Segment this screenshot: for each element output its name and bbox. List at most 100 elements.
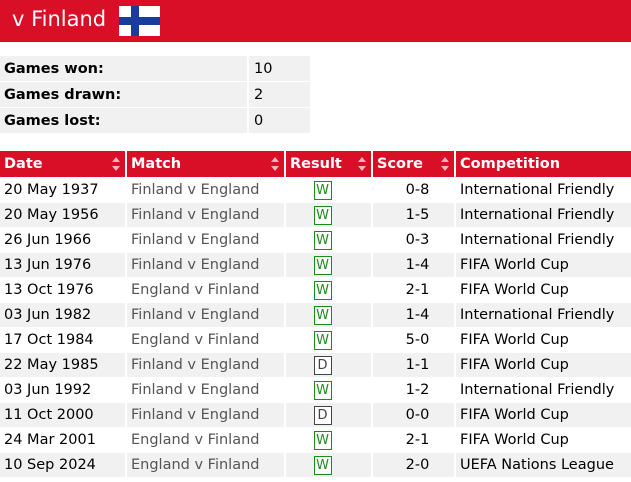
date-cell: 03 Jun 1982 xyxy=(0,302,127,328)
column-label: Result xyxy=(290,156,342,172)
match-cell: Finland v England xyxy=(126,302,286,328)
competition-cell: International Friendly xyxy=(455,302,631,328)
result-badge: W xyxy=(313,180,332,200)
date-cell: 13 Oct 1976 xyxy=(0,277,127,303)
competition-cell: International Friendly xyxy=(455,177,631,203)
date-cell: 24 Mar 2001 xyxy=(0,427,127,453)
record-summary: Games won: 10 Games drawn: 2 Games lost: 0 xyxy=(0,56,310,133)
date-cell: 17 Oct 1984 xyxy=(0,327,127,353)
column-header-date[interactable]: Date xyxy=(0,151,127,178)
match-cell: Finland v England xyxy=(126,377,286,403)
result-cell: W xyxy=(285,427,373,453)
table-header-row: Date Match Result Score Competition xyxy=(0,151,631,178)
table-row: 03 Jun 1992 Finland v England W 1-2 Internat… xyxy=(0,377,631,403)
column-header-competition[interactable]: Competition xyxy=(455,151,631,178)
competition-cell: FIFA World Cup xyxy=(455,402,631,428)
column-label: Competition xyxy=(460,156,561,172)
result-badge: W xyxy=(313,330,332,350)
result-cell: W xyxy=(285,327,373,353)
column-label: Date xyxy=(4,156,43,172)
table-row: 13 Jun 1976 Finland v England W 1-4 FIFA Wor… xyxy=(0,252,631,278)
match-cell: Finland v England xyxy=(126,352,286,378)
summary-row: Games drawn: 2 xyxy=(0,81,310,107)
result-badge: W xyxy=(313,205,332,225)
result-cell: W xyxy=(285,227,373,253)
result-cell: W xyxy=(285,177,373,203)
score-cell: 2-1 xyxy=(372,277,456,303)
summary-label: Games won: xyxy=(0,56,247,81)
competition-cell: International Friendly xyxy=(455,377,631,403)
summary-value: 0 xyxy=(247,107,310,133)
score-cell: 2-0 xyxy=(372,452,456,477)
table-row: 10 Sep 2024 England v Finland W 2-0 UEFA Nat… xyxy=(0,452,631,477)
sort-icon[interactable] xyxy=(441,157,449,171)
page-title: v Finland xyxy=(12,7,107,31)
result-cell: W xyxy=(285,302,373,328)
result-badge: D xyxy=(313,405,332,425)
table-row: 13 Oct 1976 England v Finland W 2-1 FIFA Wor… xyxy=(0,277,631,303)
score-cell: 1-4 xyxy=(372,252,456,278)
competition-cell: International Friendly xyxy=(455,227,631,253)
result-badge: W xyxy=(313,455,332,475)
score-cell: 2-1 xyxy=(372,427,456,453)
date-cell: 26 Jun 1966 xyxy=(0,227,127,253)
table-row: 22 May 1985 Finland v England D 1-1 FIFA Wor… xyxy=(0,352,631,378)
column-header-score[interactable]: Score xyxy=(372,151,456,178)
score-cell: 5-0 xyxy=(372,327,456,353)
table-row: 11 Oct 2000 Finland v England D 0-0 FIFA Wor… xyxy=(0,402,631,428)
competition-cell: FIFA World Cup xyxy=(455,277,631,303)
sort-icon[interactable] xyxy=(358,157,366,171)
table-row: 26 Jun 1966 Finland v England W 0-3 Internat… xyxy=(0,227,631,253)
score-cell: 1-4 xyxy=(372,302,456,328)
column-header-match[interactable]: Match xyxy=(126,151,286,178)
score-cell: 1-2 xyxy=(372,377,456,403)
match-cell: England v Finland xyxy=(126,277,286,303)
finland-flag-icon xyxy=(119,6,160,36)
column-label: Match xyxy=(131,156,182,172)
score-cell: 0-3 xyxy=(372,227,456,253)
summary-row: Games won: 10 xyxy=(0,56,310,81)
competition-cell: FIFA World Cup xyxy=(455,427,631,453)
summary-row: Games lost: 0 xyxy=(0,107,310,133)
result-badge: W xyxy=(313,380,332,400)
result-cell: D xyxy=(285,352,373,378)
date-cell: 13 Jun 1976 xyxy=(0,252,127,278)
score-cell: 0-0 xyxy=(372,402,456,428)
result-badge: W xyxy=(313,280,332,300)
match-cell: Finland v England xyxy=(126,227,286,253)
result-cell: W xyxy=(285,277,373,303)
date-cell: 20 May 1956 xyxy=(0,202,127,228)
match-cell: Finland v England xyxy=(126,202,286,228)
match-cell: England v Finland xyxy=(126,427,286,453)
column-header-result[interactable]: Result xyxy=(285,151,373,178)
score-cell: 0-8 xyxy=(372,177,456,203)
summary-value: 10 xyxy=(247,56,310,81)
result-cell: W xyxy=(285,452,373,477)
match-cell: Finland v England xyxy=(126,252,286,278)
date-cell: 10 Sep 2024 xyxy=(0,452,127,477)
summary-label: Games drawn: xyxy=(0,81,247,107)
result-badge: W xyxy=(313,230,332,250)
table-row: 20 May 1956 Finland v England W 1-5 Internat… xyxy=(0,202,631,228)
page-header: v Finland xyxy=(0,0,631,42)
competition-cell: FIFA World Cup xyxy=(455,352,631,378)
result-badge: D xyxy=(313,355,332,375)
match-cell: England v Finland xyxy=(126,452,286,477)
result-badge: W xyxy=(313,305,332,325)
summary-value: 2 xyxy=(247,81,310,107)
sort-icon[interactable] xyxy=(112,157,120,171)
score-cell: 1-1 xyxy=(372,352,456,378)
result-cell: W xyxy=(285,202,373,228)
result-badge: W xyxy=(313,255,332,275)
competition-cell: International Friendly xyxy=(455,202,631,228)
competition-cell: FIFA World Cup xyxy=(455,327,631,353)
result-cell: D xyxy=(285,402,373,428)
table-row: 17 Oct 1984 England v Finland W 5-0 FIFA Wor… xyxy=(0,327,631,353)
sort-icon[interactable] xyxy=(271,157,279,171)
date-cell: 22 May 1985 xyxy=(0,352,127,378)
competition-cell: UEFA Nations League xyxy=(455,452,631,477)
result-cell: W xyxy=(285,377,373,403)
result-badge: W xyxy=(313,430,332,450)
summary-label: Games lost: xyxy=(0,107,247,133)
date-cell: 20 May 1937 xyxy=(0,177,127,203)
